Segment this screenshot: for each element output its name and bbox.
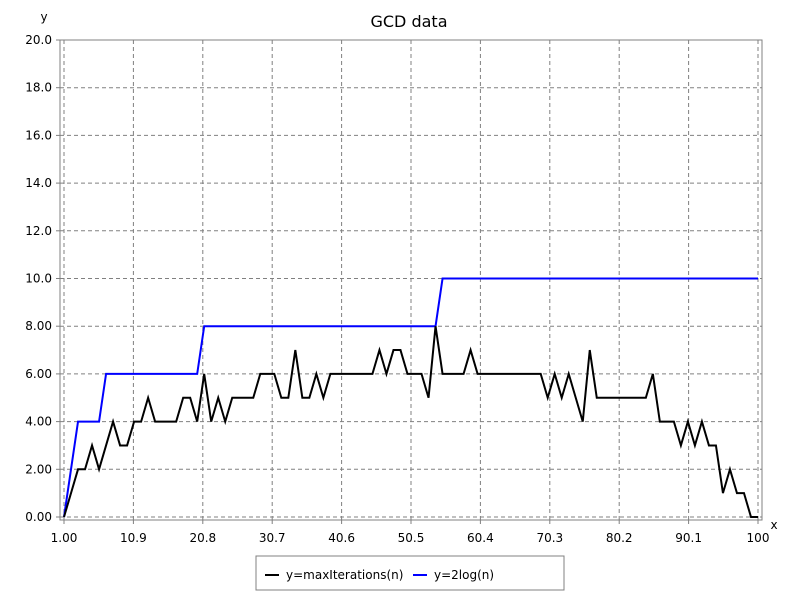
series-line-maxiterations [63,326,758,518]
x-tick-label: 100 [747,531,770,545]
y-tick-label: 0.00 [25,510,52,524]
x-tick-label: 1.00 [51,531,78,545]
x-tick-label: 20.8 [189,531,216,545]
y-tick-label: 14.0 [25,176,52,190]
x-tick-label: 70.3 [536,531,563,545]
y-tick-label: 18.0 [25,81,52,95]
y-tick-label: 20.0 [25,33,52,47]
x-tick-label: 80.2 [606,531,633,545]
x-tick-label: 30.7 [259,531,286,545]
legend-box [255,555,565,591]
chart-title: GCD data [370,12,447,31]
y-tick-label: 8.00 [25,319,52,333]
y-tick-label: 16.0 [25,128,52,142]
series-line-2log [63,277,758,518]
y-tick-label: 4.00 [25,415,52,429]
series-layer [63,277,758,518]
x-tick-label: 40.6 [328,531,355,545]
legend: y=maxIterations(n) y=2log(n) [255,555,565,591]
x-axis-ticks: 1.00 10.9 20.8 30.7 40.6 50.5 60.4 70.3 80.2 90.1… [51,520,770,545]
legend-label-maxiterations: y=maxIterations(n) [286,568,403,582]
legend-label-2log: y=2log(n) [434,568,494,582]
x-tick-label: 90.1 [675,531,702,545]
x-axis-label: x [770,518,777,532]
y-tick-label: 12.0 [25,224,52,238]
y-tick-label: 2.00 [25,462,52,476]
y-axis-label: y [40,10,47,24]
x-tick-label: 10.9 [120,531,147,545]
x-tick-label: 50.5 [398,531,425,545]
y-tick-label: 6.00 [25,367,52,381]
y-tick-label: 10.0 [25,272,52,286]
x-tick-label: 60.4 [467,531,494,545]
y-axis-ticks: 0.00 2.00 4.00 6.00 8.00 10.0 12.0 14.0 16.0 18.0… [25,33,60,524]
